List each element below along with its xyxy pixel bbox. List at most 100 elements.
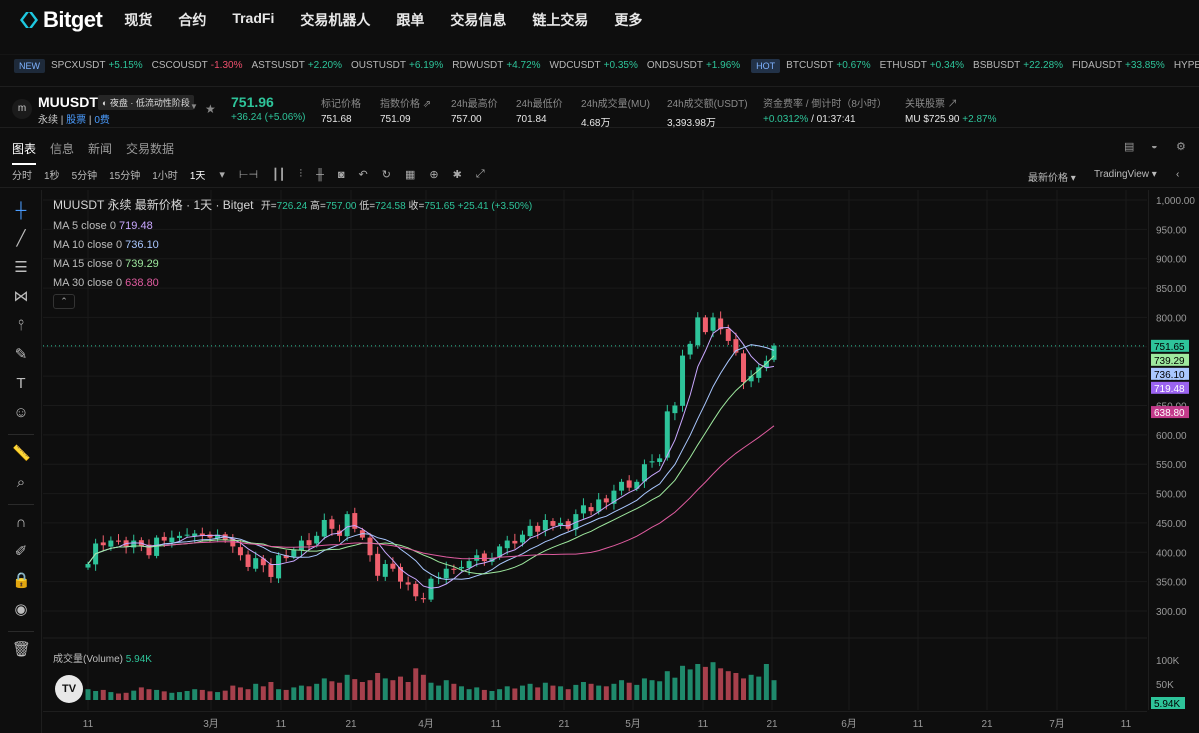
stat-label: 24h成交额(USDT)	[667, 99, 748, 110]
symbol-name[interactable]: MUUSDT	[38, 94, 98, 110]
volume-tick: 100K	[1156, 656, 1180, 667]
alert-icon[interactable]: ◒	[1151, 140, 1158, 152]
tradingview-logo[interactable]: TV	[55, 675, 83, 703]
legend-collapse-button[interactable]: ⌃	[53, 294, 75, 309]
ticker-item[interactable]: FIDAUSDT +33.85%	[1072, 60, 1165, 71]
price-axis[interactable]: 1,000.00950.00900.00850.00800.00750.0070…	[1148, 190, 1199, 710]
ma-legend-item: MA 5 close 0 719.48	[53, 220, 153, 232]
favorite-star-icon[interactable]: ★	[205, 102, 216, 116]
pattern-icon[interactable]: ⋈	[13, 288, 29, 305]
stat-label: 24h最低价	[516, 99, 563, 110]
tab-3[interactable]: 交易数据	[126, 142, 175, 156]
ticker-item[interactable]: OUSTUSDT +6.19%	[351, 60, 443, 71]
lock-icon[interactable]: 🔒	[12, 572, 31, 589]
nav-item-0[interactable]: 现货	[124, 12, 153, 28]
symbol-dropdown-icon[interactable]: ▼	[190, 102, 198, 111]
interval-2[interactable]: 5分钟	[71, 171, 98, 182]
time-tick: 21	[981, 719, 993, 730]
ticker-symbol: WDCUSDT	[549, 60, 601, 71]
interval-0[interactable]: 分时	[12, 171, 32, 182]
trendline-icon[interactable]: ╱	[16, 230, 26, 247]
indicator-icon[interactable]: ⫶	[299, 168, 303, 180]
drawing-sidebar: ┼ ╱ ☰ ⋈ ⫯ ✎ T ☺ 📏 ⌕ ∩ ✐ 🔒 ◉ 🗑	[0, 190, 42, 733]
tradingview-select[interactable]: TradingView ▾	[1094, 169, 1157, 180]
fee-link[interactable]: 0费	[94, 115, 110, 126]
calendar-icon[interactable]: ▦	[404, 169, 416, 181]
price-tag	[1151, 381, 1189, 394]
contract-type: 永续	[38, 115, 58, 126]
add-icon[interactable]: ⊕	[429, 169, 439, 181]
horizontal-lines-icon[interactable]: ☰	[14, 259, 28, 276]
volume-bar	[382, 678, 388, 700]
text-icon[interactable]: T	[16, 375, 26, 392]
volume-bar	[230, 685, 236, 700]
tab-2[interactable]: 新闻	[88, 142, 113, 156]
ticker-item[interactable]: WDCUSDT +0.35%	[550, 60, 638, 71]
interval-4[interactable]: 1小时	[152, 171, 178, 182]
compare-icon[interactable]: ╫	[316, 168, 324, 181]
interval-3[interactable]: 15分钟	[109, 171, 141, 182]
nav-item-1[interactable]: 合约	[178, 12, 207, 28]
volume-bar	[428, 682, 434, 700]
ticker-item[interactable]: BTCUSDT +0.67%	[786, 60, 870, 71]
stat-label: 标记价格	[321, 99, 361, 110]
candle-body	[420, 598, 426, 600]
fib-icon[interactable]: ⫯	[17, 317, 25, 334]
emoji-icon[interactable]: ☺	[13, 404, 29, 421]
gear-icon[interactable]: ✱	[452, 169, 462, 181]
price-chart[interactable]	[43, 190, 1147, 710]
candle-body	[428, 578, 434, 600]
price-type-select[interactable]: 最新价格 ▾	[1028, 173, 1076, 184]
nav-item-6[interactable]: 链上交易	[532, 12, 589, 28]
replay-icon[interactable]: ↶	[358, 169, 368, 181]
time-axis[interactable]: 11 3月 11 21 4月 11 21 5月 11 21 6月 11 21 7月 11	[43, 711, 1147, 733]
category-link[interactable]: 股票	[66, 115, 87, 126]
fullscreen-icon[interactable]: ⤢	[475, 168, 485, 180]
ticker-item[interactable]: CSCOUSDT -1.30%	[152, 60, 243, 71]
price-tick: 550.00	[1156, 460, 1187, 471]
bitget-logo[interactable]: Bitget	[18, 7, 103, 33]
candle-body	[527, 525, 533, 537]
ticker-change: +0.67%	[836, 60, 871, 71]
nav-item-2[interactable]: TradFi	[232, 10, 275, 26]
ticker-item[interactable]: RDWUSDT +4.72%	[452, 60, 540, 71]
volume-bar	[504, 686, 510, 700]
settings-icon[interactable]: ⚙	[1176, 141, 1186, 153]
ticker-item[interactable]: ASTSUSDT +2.20%	[251, 60, 342, 71]
crosshair-icon[interactable]: ┼	[15, 202, 27, 219]
price-tick: 450.00	[1156, 519, 1187, 530]
interval-5[interactable]: 1天	[189, 171, 206, 182]
bar-type-icon[interactable]: ⊢⊣	[238, 169, 259, 181]
tab-0[interactable]: 图表	[12, 140, 37, 165]
magnet-icon[interactable]: ∩	[15, 514, 27, 531]
ticker-item[interactable]: ONDSUSDT +1.96%	[647, 60, 740, 71]
nav-item-5[interactable]: 交易信息	[450, 12, 507, 28]
candle-body	[314, 535, 320, 544]
volume-bar	[580, 682, 586, 700]
ticker-item[interactable]: SPCXUSDT +5.15%	[51, 60, 143, 71]
layout-icon[interactable]: ▤	[1124, 141, 1135, 153]
ticker-item[interactable]: BSBUSDT +22.28%	[973, 60, 1063, 71]
interval-dropdown-icon[interactable]: ▾	[219, 169, 225, 181]
tab-1[interactable]: 信息	[50, 142, 75, 156]
camera-icon[interactable]: ◙	[337, 168, 345, 181]
nav-item-4[interactable]: 跟单	[396, 12, 425, 28]
lock-drawing-icon[interactable]: ✐	[14, 543, 28, 560]
collapse-panel-icon[interactable]: ‹	[1176, 169, 1180, 180]
ticker-item[interactable]: HYPEUSDT+16.78%	[1174, 60, 1199, 71]
volume-bar	[497, 689, 503, 700]
nav-item-7[interactable]: 更多	[614, 12, 643, 28]
refresh-icon[interactable]: ↻	[381, 169, 391, 181]
volume-bar	[352, 679, 358, 700]
eye-icon[interactable]: ◉	[14, 601, 28, 618]
ticker-item[interactable]: ETHUSDT +0.34%	[880, 60, 964, 71]
candles-icon[interactable]: ┃┃	[272, 169, 286, 181]
volume-bar	[176, 692, 182, 700]
zoom-icon[interactable]: ⌕	[16, 474, 26, 491]
interval-1[interactable]: 1秒	[44, 171, 60, 182]
trash-icon[interactable]: 🗑	[12, 641, 32, 658]
nav-item-3[interactable]: 交易机器人	[300, 12, 371, 28]
ma-legend-item: MA 15 close 0 739.29	[53, 258, 159, 270]
brush-icon[interactable]: ✎	[14, 346, 28, 363]
ruler-icon[interactable]: 📏	[12, 445, 31, 462]
